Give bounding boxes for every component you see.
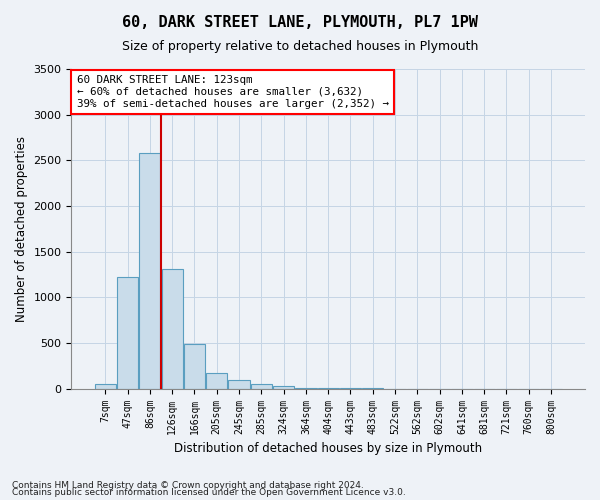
Bar: [139, 153, 160, 388]
Bar: [95, 384, 116, 388]
Text: 60, DARK STREET LANE, PLYMOUTH, PL7 1PW: 60, DARK STREET LANE, PLYMOUTH, PL7 1PW: [122, 15, 478, 30]
Text: Contains public sector information licensed under the Open Government Licence v3: Contains public sector information licen…: [12, 488, 406, 497]
Y-axis label: Number of detached properties: Number of detached properties: [15, 136, 28, 322]
Bar: [229, 380, 250, 388]
X-axis label: Distribution of detached houses by size in Plymouth: Distribution of detached houses by size …: [174, 442, 482, 455]
Text: Size of property relative to detached houses in Plymouth: Size of property relative to detached ho…: [122, 40, 478, 53]
Bar: [251, 384, 272, 388]
Text: 60 DARK STREET LANE: 123sqm
← 60% of detached houses are smaller (3,632)
39% of : 60 DARK STREET LANE: 123sqm ← 60% of det…: [77, 76, 389, 108]
Bar: [273, 386, 294, 388]
Bar: [117, 278, 138, 388]
Bar: [206, 372, 227, 388]
Bar: [161, 269, 183, 388]
Text: Contains HM Land Registry data © Crown copyright and database right 2024.: Contains HM Land Registry data © Crown c…: [12, 480, 364, 490]
Bar: [184, 344, 205, 389]
